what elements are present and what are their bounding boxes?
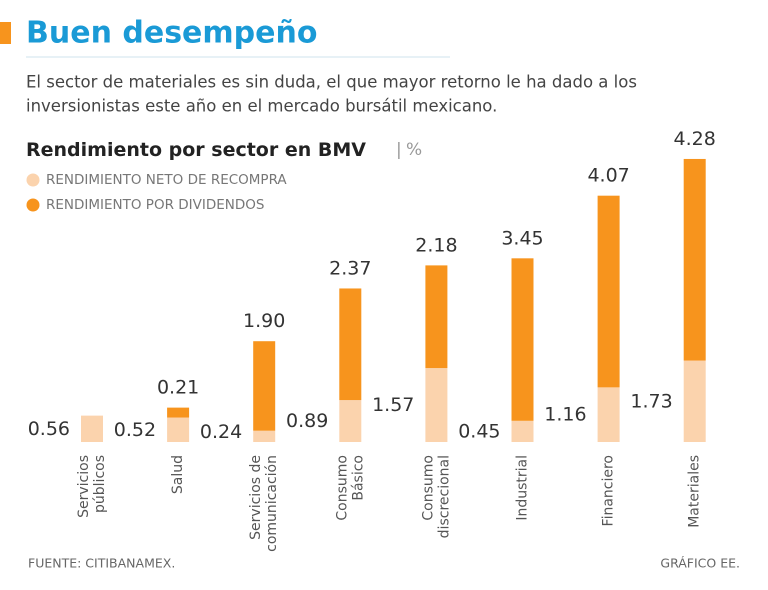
x-tick-label-line: Servicios bbox=[76, 455, 92, 518]
value-label: 0.24 bbox=[200, 421, 242, 443]
legend-label: RENDIMIENTO POR DIVIDENDOS bbox=[46, 197, 264, 213]
x-tick-label-line: discrecional bbox=[436, 455, 452, 538]
value-label: 1.16 bbox=[544, 404, 586, 426]
x-tick-label: ConsumoBásico bbox=[334, 455, 366, 521]
value-label: 0.89 bbox=[286, 410, 328, 432]
x-tick-label: Industrial bbox=[515, 455, 531, 521]
x-tick-label-line: Básico bbox=[350, 455, 366, 501]
value-label: 0.21 bbox=[157, 377, 199, 399]
bar-segment bbox=[511, 258, 534, 421]
value-label: 4.28 bbox=[674, 128, 716, 150]
unit: % bbox=[406, 140, 422, 160]
value-label: 0.52 bbox=[114, 419, 156, 441]
bar-segment bbox=[339, 288, 362, 401]
x-tick-label: Serviciospúblicos bbox=[76, 455, 108, 518]
x-tick-label-line: comunicación bbox=[264, 455, 280, 552]
value-label: 4.07 bbox=[587, 165, 629, 187]
bar-segment bbox=[253, 341, 276, 431]
unit-separator: | bbox=[396, 140, 402, 160]
x-tick-label-line: Servicios de bbox=[248, 455, 264, 540]
value-label: 0.56 bbox=[28, 418, 70, 440]
value-label: 3.45 bbox=[501, 227, 543, 249]
source: FUENTE: CITIBANAMEX. bbox=[28, 556, 175, 571]
accent-block bbox=[0, 22, 11, 44]
x-tick-label: Salud bbox=[170, 455, 186, 494]
chart-title: Rendimiento por sector en BMV bbox=[26, 139, 366, 161]
value-label: 1.57 bbox=[372, 394, 414, 416]
bar-segment bbox=[167, 417, 190, 442]
bar-segment bbox=[683, 360, 706, 442]
bar-segment bbox=[167, 407, 190, 418]
x-tick-label-line: públicos bbox=[92, 455, 108, 513]
x-tick-label-line: Materiales bbox=[687, 455, 703, 528]
bar-segment bbox=[81, 415, 103, 442]
title: Buen desempeño bbox=[26, 16, 317, 51]
x-tick-label-line: Financiero bbox=[601, 455, 617, 526]
x-tick-label: Financiero bbox=[601, 455, 617, 526]
value-label: 0.45 bbox=[458, 420, 500, 442]
bar-segment bbox=[597, 387, 620, 442]
bar-segment bbox=[339, 400, 362, 442]
bar-segment bbox=[253, 430, 276, 442]
legend-swatch bbox=[26, 173, 40, 187]
value-label: 2.37 bbox=[329, 257, 371, 279]
x-tick-label-line: Salud bbox=[170, 455, 186, 494]
x-tick-label-line: Industrial bbox=[515, 455, 531, 521]
x-tick-label: Consumodiscrecional bbox=[420, 455, 452, 538]
value-label: 1.90 bbox=[243, 310, 285, 332]
bar-segment bbox=[425, 265, 448, 369]
subtitle: El sector de materiales es sin duda, el … bbox=[26, 73, 637, 92]
subtitle: inversionistas este año en el mercado bu… bbox=[26, 97, 497, 116]
bar-segment bbox=[425, 368, 448, 442]
x-tick-label: Servicios decomunicación bbox=[248, 455, 280, 552]
bar-segment bbox=[683, 158, 706, 361]
legend-label: RENDIMIENTO NETO DE RECOMPRA bbox=[46, 172, 287, 188]
legend-swatch bbox=[26, 198, 40, 212]
value-label: 1.73 bbox=[630, 390, 672, 412]
bar-segment bbox=[511, 420, 534, 442]
x-tick-label-line: Consumo bbox=[334, 455, 350, 521]
bar-segment bbox=[597, 195, 620, 388]
credit: GRÁFICO EE. bbox=[660, 556, 740, 571]
x-tick-label: Materiales bbox=[687, 455, 703, 528]
x-tick-label-line: Consumo bbox=[420, 455, 436, 521]
value-label: 2.18 bbox=[415, 234, 457, 256]
